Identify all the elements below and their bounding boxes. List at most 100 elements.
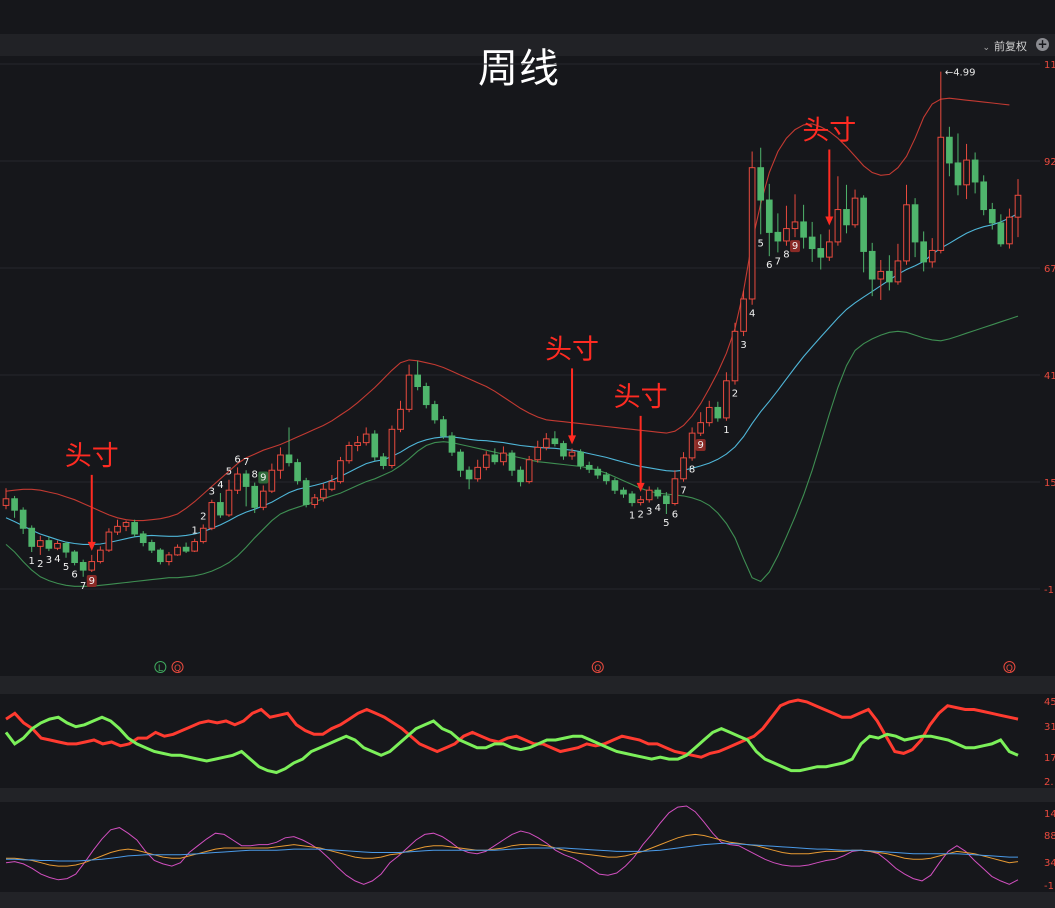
- td-count-label: 7: [680, 486, 686, 497]
- candle-body: [663, 495, 670, 505]
- candle-body: [800, 221, 807, 238]
- candle-body: [697, 422, 705, 434]
- candle-body: [765, 199, 773, 233]
- candle-body: [877, 270, 885, 280]
- chevron-down-icon: ⌄: [982, 43, 990, 53]
- candle-body: [654, 489, 662, 497]
- candle-body: [362, 433, 370, 444]
- td-count-label: 7: [80, 581, 86, 592]
- kdj-tick-label: 31: [1044, 722, 1055, 733]
- signal-marker-label: Q: [174, 664, 181, 674]
- candle-body: [174, 546, 181, 556]
- candle-body: [748, 167, 756, 300]
- candle-body: [594, 468, 602, 476]
- td-count-label: 4: [54, 554, 60, 565]
- candle-body: [500, 452, 507, 463]
- td-count-label: 5: [63, 562, 69, 573]
- chart-title: 周线: [478, 46, 560, 92]
- kdj-tick-label: 17: [1044, 753, 1055, 764]
- td-count-label: 1: [29, 556, 35, 567]
- candle-body: [105, 531, 113, 551]
- candle-body: [354, 442, 361, 446]
- candle-body: [19, 509, 27, 529]
- candle-body: [88, 561, 96, 571]
- candle-body: [894, 260, 902, 283]
- candle-body: [963, 159, 970, 186]
- candle-body: [525, 459, 533, 483]
- td-count-label: 5: [758, 238, 764, 249]
- candle-body: [740, 298, 747, 332]
- bollinger-upper-line: [5, 97, 1010, 522]
- candle-body: [620, 489, 627, 495]
- plus-circle-icon[interactable]: +: [1036, 37, 1049, 51]
- td-count-label: 7: [775, 256, 781, 267]
- candle-body: [714, 406, 722, 419]
- annotation-label: 头寸: [614, 382, 668, 413]
- toolbar-bar: [0, 34, 1055, 56]
- annotation-label: 头寸: [802, 116, 856, 147]
- annotation-label: 头寸: [545, 334, 599, 365]
- annotation-arrow-head: [825, 216, 834, 226]
- td-count-label: 3: [209, 487, 215, 498]
- td-count-label: 1: [629, 510, 635, 521]
- macd-tick-label: 34: [1044, 858, 1055, 869]
- candle-body: [688, 432, 696, 459]
- y-tick-label: -1: [1044, 585, 1054, 596]
- candle-body: [36, 540, 44, 547]
- candle-body: [448, 435, 456, 453]
- candle-body: [217, 502, 224, 516]
- candle-body: [988, 209, 996, 224]
- kdj-tick-label: 45: [1044, 697, 1055, 708]
- candle-body: [868, 250, 876, 280]
- y-tick-label: 92: [1044, 157, 1055, 168]
- td-count-label: 5: [226, 467, 232, 478]
- candle-body: [242, 473, 250, 487]
- candle-body: [508, 452, 516, 471]
- candle-body: [817, 248, 825, 258]
- candle-body: [731, 330, 739, 382]
- price-adjustment-dropdown[interactable]: ⌄ 前复权: [982, 38, 1027, 54]
- candle-body: [603, 474, 610, 482]
- td-nine-badge: [790, 240, 801, 253]
- candle-body: [860, 197, 867, 252]
- td-count-label: 4: [655, 503, 661, 514]
- candle-body: [345, 444, 353, 462]
- candle-body: [311, 497, 319, 505]
- macd-blue-line: [6, 842, 1018, 862]
- td-count-label: 9: [260, 472, 266, 483]
- macd-tick-label: -1: [1044, 881, 1054, 892]
- candle-body: [79, 562, 87, 571]
- candle-body: [319, 488, 327, 499]
- candle-body: [954, 162, 962, 186]
- candle-body: [997, 222, 1005, 245]
- candle-body: [71, 551, 78, 564]
- candle-body: [414, 374, 421, 388]
- candle-body: [937, 136, 945, 251]
- candle-body: [259, 490, 267, 508]
- candle-body: [380, 456, 387, 466]
- candle-body: [62, 542, 70, 553]
- panel-divider: [0, 788, 1055, 802]
- candle-body: [517, 469, 524, 483]
- candle-body: [422, 386, 430, 406]
- td-count-label: 8: [689, 465, 695, 476]
- candle-body: [28, 527, 36, 547]
- candle-body: [971, 159, 979, 183]
- max-price-label: ←4.99: [945, 68, 976, 79]
- candle-body: [783, 228, 790, 242]
- td-count-label: 3: [646, 507, 652, 518]
- signal-marker-circle: [154, 661, 167, 673]
- candle-body: [234, 473, 241, 491]
- candle-body: [371, 433, 379, 458]
- candle-body: [122, 522, 130, 527]
- candle-body: [199, 527, 207, 543]
- candle-body: [268, 469, 276, 492]
- candle-body: [431, 404, 439, 421]
- candle-body: [191, 541, 199, 552]
- annotation-label: 头寸: [65, 441, 119, 472]
- candle-body: [165, 554, 173, 563]
- candle-body: [208, 502, 216, 529]
- y-tick-label: 15: [1044, 478, 1055, 489]
- candle-body: [671, 478, 679, 505]
